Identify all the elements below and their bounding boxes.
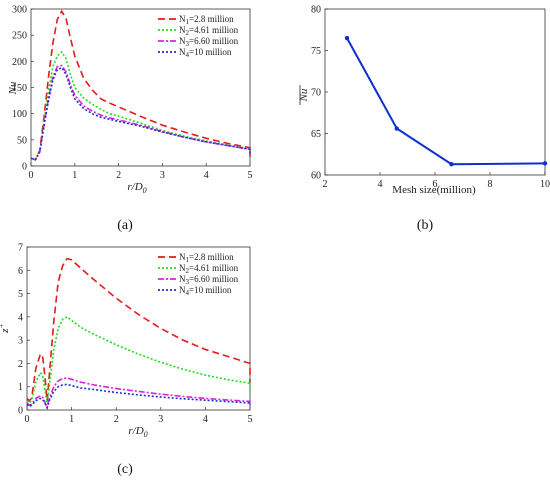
- plot-area-c: [26, 246, 251, 411]
- xtick-label-a-1: 1: [72, 170, 77, 181]
- legend-label-c-N1: N1=2.8 million: [179, 252, 234, 264]
- ytick-label-c-7: 7: [18, 243, 23, 254]
- mesh-point-3: [542, 161, 548, 166]
- series-line-c-N4: [26, 383, 251, 410]
- xtick-label-c-2: 2: [114, 414, 119, 425]
- xtick-label-b-0: 2: [323, 179, 328, 190]
- ytick-label-c-3: 3: [18, 336, 23, 347]
- ticks-c: 0 1 2 3 4 5 0 1 2 3 4 5 6 7: [18, 243, 253, 426]
- ytick-label-c-6: 6: [18, 266, 23, 277]
- series-b: [344, 35, 548, 167]
- ytick-label-a-3: 150: [12, 83, 27, 94]
- ytick-label-a-4: 200: [12, 57, 27, 68]
- legend-label-c-N3: N3=6.60 million: [179, 274, 239, 286]
- legend-label-a-N3: N3=6.60 million: [179, 36, 239, 48]
- series-line-c-N3: [26, 377, 251, 411]
- ytick-label-a-5: 250: [12, 31, 27, 42]
- xtick-label-b-3: 8: [488, 179, 493, 190]
- ytick-label-a-1: 50: [17, 135, 27, 146]
- ylabel-c: z+: [0, 323, 11, 334]
- legend-label-a-N2: N2=4.61 million: [179, 25, 239, 37]
- mesh-point-2: [449, 162, 454, 167]
- xlabel-b: Mesh size(million): [392, 184, 476, 196]
- ytick-label-a-0: 0: [22, 162, 27, 173]
- xtick-label-c-1: 1: [69, 414, 74, 425]
- xtick-label-c-3: 3: [158, 414, 163, 425]
- ytick-label-b-0: 60: [311, 171, 321, 182]
- xtick-label-c-5: 5: [248, 414, 253, 425]
- xtick-label-a-3: 3: [160, 170, 165, 181]
- xtick-label-a-4: 4: [204, 170, 209, 181]
- xtick-label-b-4: 10: [540, 179, 550, 190]
- plot-area-b: [324, 8, 546, 176]
- mesh-point-0: [344, 35, 350, 41]
- xtick-label-a-5: 5: [248, 170, 253, 181]
- ytick-label-c-2: 2: [18, 359, 23, 370]
- ticks-b: 2 4 6 8 10 60 65 70 75 80: [311, 5, 550, 191]
- legend-label-c-N4: N4=10 million: [179, 285, 232, 297]
- series-c: [26, 257, 251, 411]
- legend-label-a-N4: N4=10 million: [179, 47, 232, 59]
- series-line-a-N2: [30, 50, 251, 161]
- ytick-label-b-3: 75: [311, 46, 321, 57]
- ytick-label-b-2: 70: [311, 88, 321, 99]
- mesh-series-line: [346, 37, 546, 166]
- series-a: [30, 9, 251, 161]
- ytick-label-c-5: 5: [18, 289, 23, 300]
- series-line-a-N4: [30, 66, 251, 161]
- panel-b: 2 4 6 8 10 60 65 70 75 80 Nu Mesh size(million) (…: [298, 5, 550, 234]
- xtick-label-b-1: 4: [378, 179, 383, 190]
- ytick-label-b-4: 80: [311, 5, 321, 16]
- mesh-point-1: [394, 126, 399, 131]
- series-line-c-N1: [26, 257, 251, 402]
- ytick-label-c-1: 1: [18, 382, 23, 393]
- series-line-a-N3: [30, 64, 251, 161]
- legend-label-a-N1: N1=2.8 million: [179, 14, 234, 26]
- series-line-c-N2: [26, 315, 251, 405]
- ytick-label-c-0: 0: [18, 406, 23, 417]
- legend-label-c-N2: N2=4.61 million: [179, 263, 239, 275]
- xlabel-a: r/D0: [127, 181, 146, 195]
- ytick-label-b-1: 65: [311, 129, 321, 140]
- xtick-label-a-2: 2: [116, 170, 121, 181]
- xlabel-c: r/D0: [128, 425, 147, 439]
- ytick-label-a-2: 100: [12, 109, 27, 120]
- caption-b: (b): [417, 218, 434, 233]
- caption-a: (a): [117, 218, 133, 233]
- xtick-label-a-0: 0: [29, 170, 34, 181]
- ytick-label-a-6: 300: [12, 5, 27, 16]
- ylabel-a: Nu: [7, 81, 19, 95]
- caption-c: (c): [117, 462, 133, 477]
- ytick-label-c-4: 4: [18, 312, 23, 323]
- xtick-label-b-2: 6: [433, 179, 438, 190]
- xtick-label-c-4: 4: [203, 414, 208, 425]
- xtick-label-c-0: 0: [25, 414, 30, 425]
- ylabel-b: Nu: [298, 88, 310, 102]
- panel-c: 0 1 2 3 4 5 0 1 2 3 4 5 6 7 z+ r/D0 N1=2.8 millionN2=…: [0, 243, 253, 478]
